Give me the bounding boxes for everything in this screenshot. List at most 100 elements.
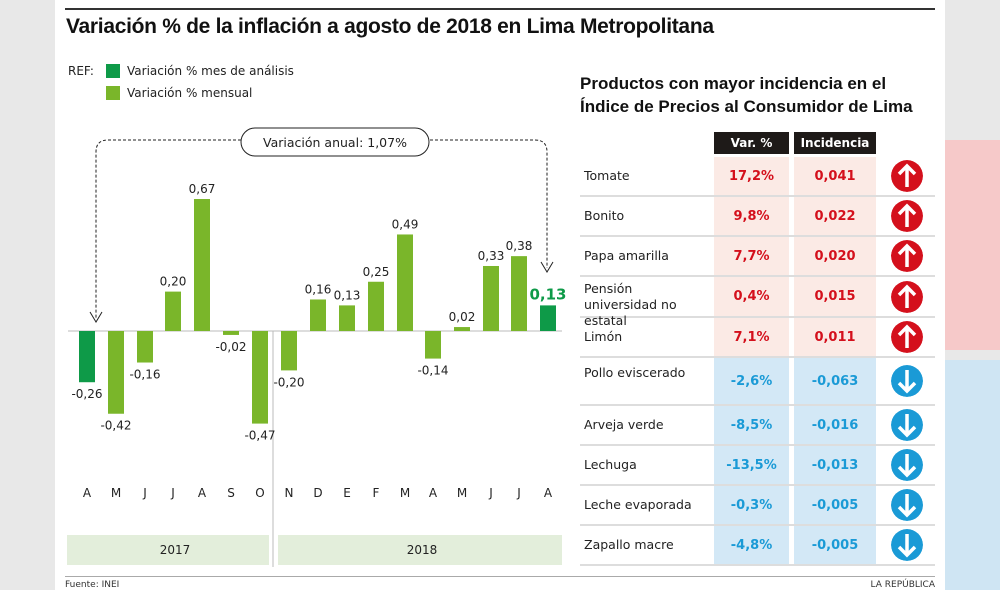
- annual-variation-box: [240, 127, 430, 157]
- header-incidencia: Incidencia: [794, 132, 876, 154]
- annual-bracket-left: [95, 139, 241, 318]
- incidencia-cell: -0,005: [794, 526, 876, 564]
- bar: [483, 265, 499, 331]
- month-label: M: [457, 486, 467, 500]
- data-label: 0,20: [160, 275, 187, 289]
- incidencia-cell: 0,015: [794, 277, 876, 316]
- year-label: 2018: [407, 543, 438, 557]
- month-label: S: [227, 486, 235, 500]
- arrow-up-icon: [891, 240, 923, 272]
- month-label: J: [142, 486, 147, 500]
- arrow-down-icon: [540, 261, 554, 273]
- year-label: 2017: [160, 543, 191, 557]
- page-title: Variación % de la inflación a agosto de …: [66, 15, 714, 38]
- annual-variation-label: Variación anual: 1,07%: [263, 135, 407, 150]
- month-label: E: [343, 486, 351, 500]
- product-name: Pollo eviscerado: [584, 365, 686, 380]
- data-label: 0,38: [506, 239, 533, 253]
- arrow-down-icon: [89, 311, 103, 323]
- month-label: J: [170, 486, 175, 500]
- month-label: J: [488, 486, 493, 500]
- year-band-2018: [278, 535, 562, 565]
- arrow-down-icon: [891, 365, 923, 397]
- product-name: Limón: [584, 329, 623, 344]
- product-name: Bonito: [584, 208, 625, 223]
- table-row: Tomate 17,2% 0,041: [580, 157, 935, 197]
- incidencia-cell: -0,013: [794, 446, 876, 484]
- table-title-line: Productos con mayor incidencia en el: [580, 74, 887, 93]
- var-cell: 7,1%: [714, 318, 789, 356]
- var-cell: -2,6%: [714, 358, 789, 404]
- month-label: J: [516, 486, 521, 500]
- bar: [252, 331, 268, 424]
- bar: [310, 299, 326, 331]
- month-label: N: [285, 486, 294, 500]
- bar-chart: Variación anual: 1,07% -0,26 A -0,42 M -0,16…: [67, 127, 567, 567]
- bar: [79, 331, 95, 383]
- month-label: A: [83, 486, 92, 500]
- data-label: 0,13: [529, 285, 566, 303]
- data-label: -0,16: [129, 368, 160, 382]
- arrow-up-icon: [891, 200, 923, 232]
- legend-label: Variación % mes de análisis: [127, 64, 294, 78]
- var-cell: -13,5%: [714, 446, 789, 484]
- table-row: Pollo eviscerado -2,6% -0,063: [580, 358, 935, 406]
- arrow-down-icon: [891, 489, 923, 521]
- data-label: -0,14: [417, 364, 448, 378]
- product-name: Papa amarilla: [584, 248, 669, 263]
- data-label: 0,13: [334, 288, 361, 302]
- bar: [137, 331, 153, 363]
- data-label: -0,26: [71, 387, 102, 401]
- data-label: -0,02: [215, 340, 246, 354]
- month-label: A: [198, 486, 207, 500]
- var-cell: 0,4%: [714, 277, 789, 316]
- table-row: Leche evaporada -0,3% -0,005: [580, 486, 935, 526]
- arrow-down-icon: [891, 449, 923, 481]
- arrow-up-icon: [891, 160, 923, 192]
- bar: [454, 327, 470, 331]
- table-row: Arveja verde -8,5% -0,016: [580, 406, 935, 446]
- data-label: -0,42: [100, 419, 131, 433]
- table-row: Zapallo macre -4,8% -0,005: [580, 526, 935, 566]
- var-cell: -8,5%: [714, 406, 789, 444]
- var-cell: -0,3%: [714, 486, 789, 524]
- top-rule: [65, 8, 935, 10]
- month-label: A: [544, 486, 553, 500]
- var-cell: -4,8%: [714, 526, 789, 564]
- month-label: O: [255, 486, 264, 500]
- product-name: Zapallo macre: [584, 537, 674, 552]
- header-var: Var. %: [714, 132, 789, 154]
- arrow-down-icon: [891, 529, 923, 561]
- data-label: -0,47: [244, 429, 275, 443]
- arrow-up-icon: [891, 280, 923, 313]
- var-cell: 7,7%: [714, 237, 789, 275]
- data-label: 0,25: [363, 265, 390, 279]
- background-edge: [945, 360, 1000, 590]
- incidencia-cell: 0,020: [794, 237, 876, 275]
- var-cell: 17,2%: [714, 157, 789, 195]
- background-edge: [945, 140, 1000, 350]
- table-title: Productos con mayor incidencia en el Índi…: [580, 72, 913, 118]
- data-label: 0,33: [478, 249, 505, 263]
- month-label: F: [373, 486, 380, 500]
- arrow-up-icon: [891, 321, 923, 353]
- data-label: 0,02: [449, 310, 476, 324]
- bar: [339, 305, 355, 331]
- brand: LA REPÚBLICA: [870, 580, 935, 590]
- legend-swatch: [106, 86, 120, 100]
- product-name: Tomate: [584, 168, 630, 183]
- legend-ref: REF:: [68, 64, 94, 78]
- table-row: Bonito 9,8% 0,022: [580, 197, 935, 237]
- legend-swatch: [106, 64, 120, 78]
- bar: [165, 291, 181, 331]
- table-row: Lechuga -13,5% -0,013: [580, 446, 935, 486]
- data-label: 0,49: [392, 217, 419, 231]
- product-name: Arveja verde: [584, 417, 664, 432]
- month-label: D: [313, 486, 322, 500]
- product-name: Lechuga: [584, 457, 637, 472]
- incidencia-cell: -0,063: [794, 358, 876, 404]
- bar: [194, 199, 210, 331]
- incidencia-cell: -0,016: [794, 406, 876, 444]
- bar: [108, 331, 124, 414]
- var-cell: 9,8%: [714, 197, 789, 235]
